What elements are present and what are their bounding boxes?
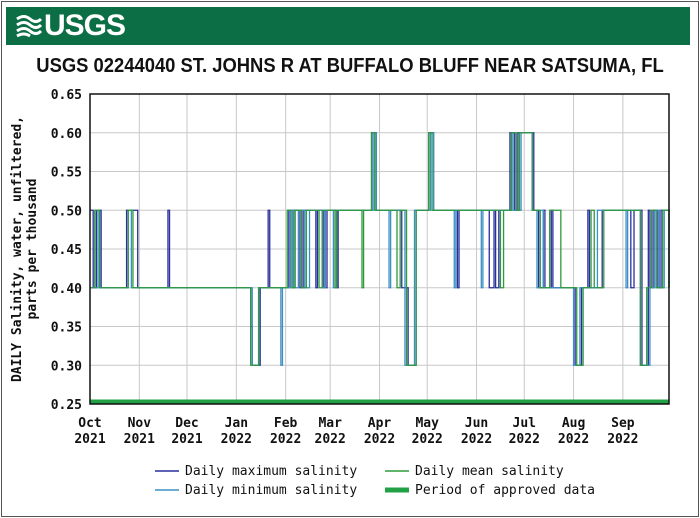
x-tick-month: Jul xyxy=(513,416,536,431)
x-tick-year: 2022 xyxy=(607,432,638,447)
x-tick-year: 2021 xyxy=(171,432,202,447)
y-tick-label: 0.40 xyxy=(51,282,82,297)
x-tick-month: Dec xyxy=(175,416,198,431)
y-axis-label: DAILY Salinity, water, unfiltered, xyxy=(10,116,25,382)
x-tick-year: 2022 xyxy=(558,432,589,447)
usgs-logo: USGS xyxy=(16,9,126,42)
x-tick-year: 2022 xyxy=(461,432,492,447)
x-tick-year: 2021 xyxy=(74,432,105,447)
legend-label: Daily mean salinity xyxy=(415,464,564,479)
x-tick-year: 2022 xyxy=(315,432,346,447)
chart-title: USGS 02244040 ST. JOHNS R AT BUFFALO BLU… xyxy=(36,55,664,77)
x-tick-year: 2022 xyxy=(509,432,540,447)
usgs-logo-text: USGS xyxy=(44,9,126,42)
y-tick-label: 0.45 xyxy=(51,243,82,258)
y-tick-label: 0.55 xyxy=(51,166,82,181)
x-tick-month: May xyxy=(415,416,439,431)
usgs-banner: USGS xyxy=(6,7,690,45)
x-tick-month: Sep xyxy=(611,416,635,431)
x-tick-year: 2022 xyxy=(364,432,395,447)
y-tick-label: 0.60 xyxy=(51,127,82,142)
x-tick-month: Nov xyxy=(128,416,152,431)
y-tick-label: 0.30 xyxy=(51,359,82,374)
x-tick-month: Jan xyxy=(225,416,248,431)
x-tick-month: Jun xyxy=(465,416,488,431)
legend-label: Period of approved data xyxy=(415,483,595,498)
series-line-daily-mean-salinity xyxy=(90,132,670,366)
usgs-wave-icon xyxy=(16,15,42,38)
x-tick-month: Oct xyxy=(78,416,101,431)
x-tick-month: Mar xyxy=(318,416,342,431)
x-tick-month: Apr xyxy=(368,416,392,431)
legend-label: Daily maximum salinity xyxy=(185,464,357,479)
y-axis-label: parts per thousand xyxy=(25,179,40,320)
y-tick-label: 0.65 xyxy=(51,88,82,103)
y-tick-label: 0.25 xyxy=(51,398,82,413)
x-tick-year: 2022 xyxy=(412,432,443,447)
plot-area-border xyxy=(89,93,670,405)
x-tick-year: 2022 xyxy=(270,432,301,447)
x-tick-month: Aug xyxy=(562,416,585,431)
x-tick-year: 2022 xyxy=(221,432,252,447)
x-tick-year: 2021 xyxy=(124,432,155,447)
y-tick-label: 0.50 xyxy=(51,204,82,219)
y-tick-label: 0.35 xyxy=(51,321,82,336)
x-tick-month: Feb xyxy=(274,416,298,431)
legend-label: Daily minimum salinity xyxy=(185,483,357,498)
